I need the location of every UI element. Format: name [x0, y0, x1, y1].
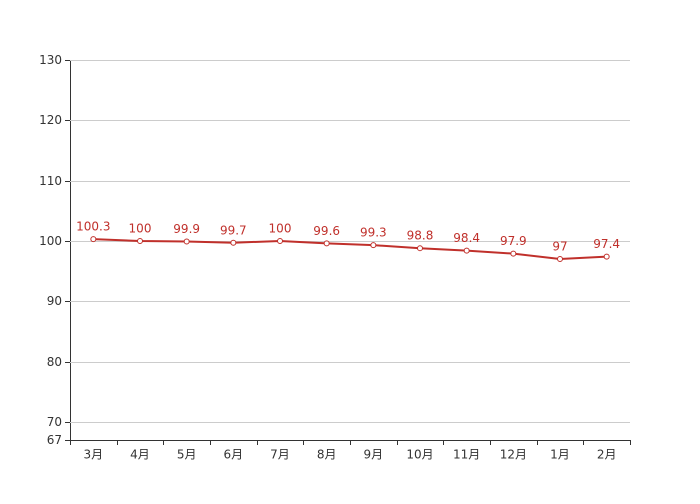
x-tick-label: 4月 [130, 448, 150, 462]
x-tick-label: 7月 [270, 448, 290, 462]
data-label: 97.4 [593, 237, 620, 251]
data-label: 99.9 [173, 222, 200, 236]
point [370, 242, 377, 249]
data-label: 100 [129, 221, 152, 235]
point [90, 236, 97, 243]
x-tick-label: 1月 [550, 448, 570, 462]
point [277, 237, 283, 244]
x-tick-label: 9月 [364, 448, 384, 462]
x-tick-label: 3月 [84, 448, 104, 462]
point [183, 238, 190, 245]
y-tick-label: 130 [39, 53, 62, 67]
x-tick-label: 5月 [177, 448, 197, 462]
point [463, 247, 470, 254]
point [603, 253, 610, 260]
point [137, 237, 143, 244]
line [93, 238, 607, 261]
x-tick-label: 8月 [317, 448, 337, 462]
point [417, 245, 423, 252]
point [510, 250, 517, 257]
data-label: 97.9 [500, 234, 527, 248]
y-tick-label: 80 [47, 355, 62, 369]
data-label: 100 [269, 221, 292, 235]
point [230, 239, 237, 246]
data-label: 100.3 [76, 220, 110, 234]
y-tick-label: 70 [47, 415, 62, 429]
x-tick-label: 2月 [597, 448, 617, 462]
y-tick-label: 100 [39, 234, 62, 248]
x-tick-label: 10月 [406, 448, 433, 462]
data-label: 99.6 [313, 224, 340, 238]
point [323, 240, 330, 247]
y-tick-label: 120 [39, 113, 62, 127]
x-tick-label: 12月 [500, 448, 527, 462]
point [557, 256, 563, 263]
data-label: 99.3 [360, 226, 387, 240]
data-label: 98.8 [407, 229, 434, 243]
y-tick-label: 67 [47, 433, 62, 447]
data-label: 99.7 [220, 223, 247, 237]
y-tick-label: 110 [39, 174, 62, 188]
x-tick-label: 11月 [453, 448, 480, 462]
y-tick-label: 90 [47, 294, 62, 308]
data-label: 98.4 [453, 231, 480, 245]
x-tick-label: 6月 [224, 448, 244, 462]
data-label: 97 [552, 240, 567, 254]
